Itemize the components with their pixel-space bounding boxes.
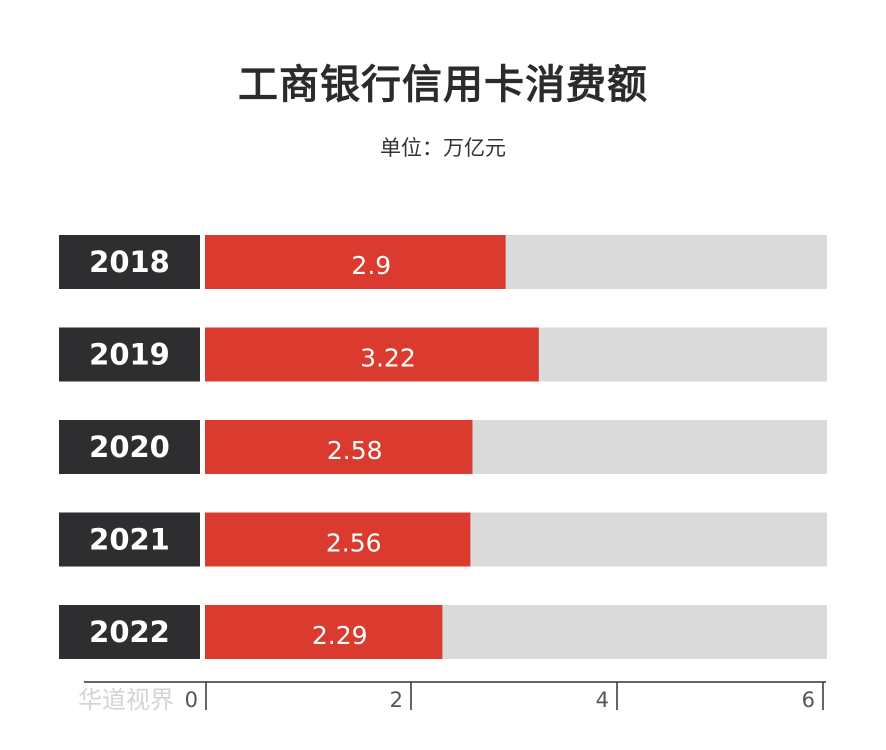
year-box xyxy=(59,327,200,382)
bar xyxy=(205,512,471,567)
x-tick-label: 4 xyxy=(596,688,609,712)
chart-title: 工商银行信用卡消费额 xyxy=(238,62,648,108)
x-tick-label: 2 xyxy=(390,688,403,712)
bar xyxy=(205,420,473,474)
value-label: 2.58 xyxy=(327,436,383,465)
x-tick-label: 0 xyxy=(185,688,198,712)
value-label: 2.56 xyxy=(326,529,382,558)
chart-subtitle: 单位：万亿元 xyxy=(380,136,506,160)
year-label: 2021 xyxy=(89,523,170,557)
watermark-text: 华道视界 xyxy=(78,686,174,714)
bar xyxy=(205,605,443,659)
year-label: 2022 xyxy=(89,615,170,649)
value-label: 3.22 xyxy=(360,344,416,373)
bar xyxy=(205,327,539,382)
x-tick-label: 6 xyxy=(802,688,815,712)
year-box xyxy=(59,605,200,659)
year-box xyxy=(59,420,200,474)
value-label: 2.9 xyxy=(351,251,391,280)
year-label: 2018 xyxy=(89,245,170,279)
year-box xyxy=(59,512,200,567)
year-label: 2020 xyxy=(89,430,170,464)
year-box xyxy=(59,235,200,289)
value-label: 2.29 xyxy=(312,621,368,650)
bar xyxy=(205,235,506,289)
year-label: 2019 xyxy=(89,338,170,372)
